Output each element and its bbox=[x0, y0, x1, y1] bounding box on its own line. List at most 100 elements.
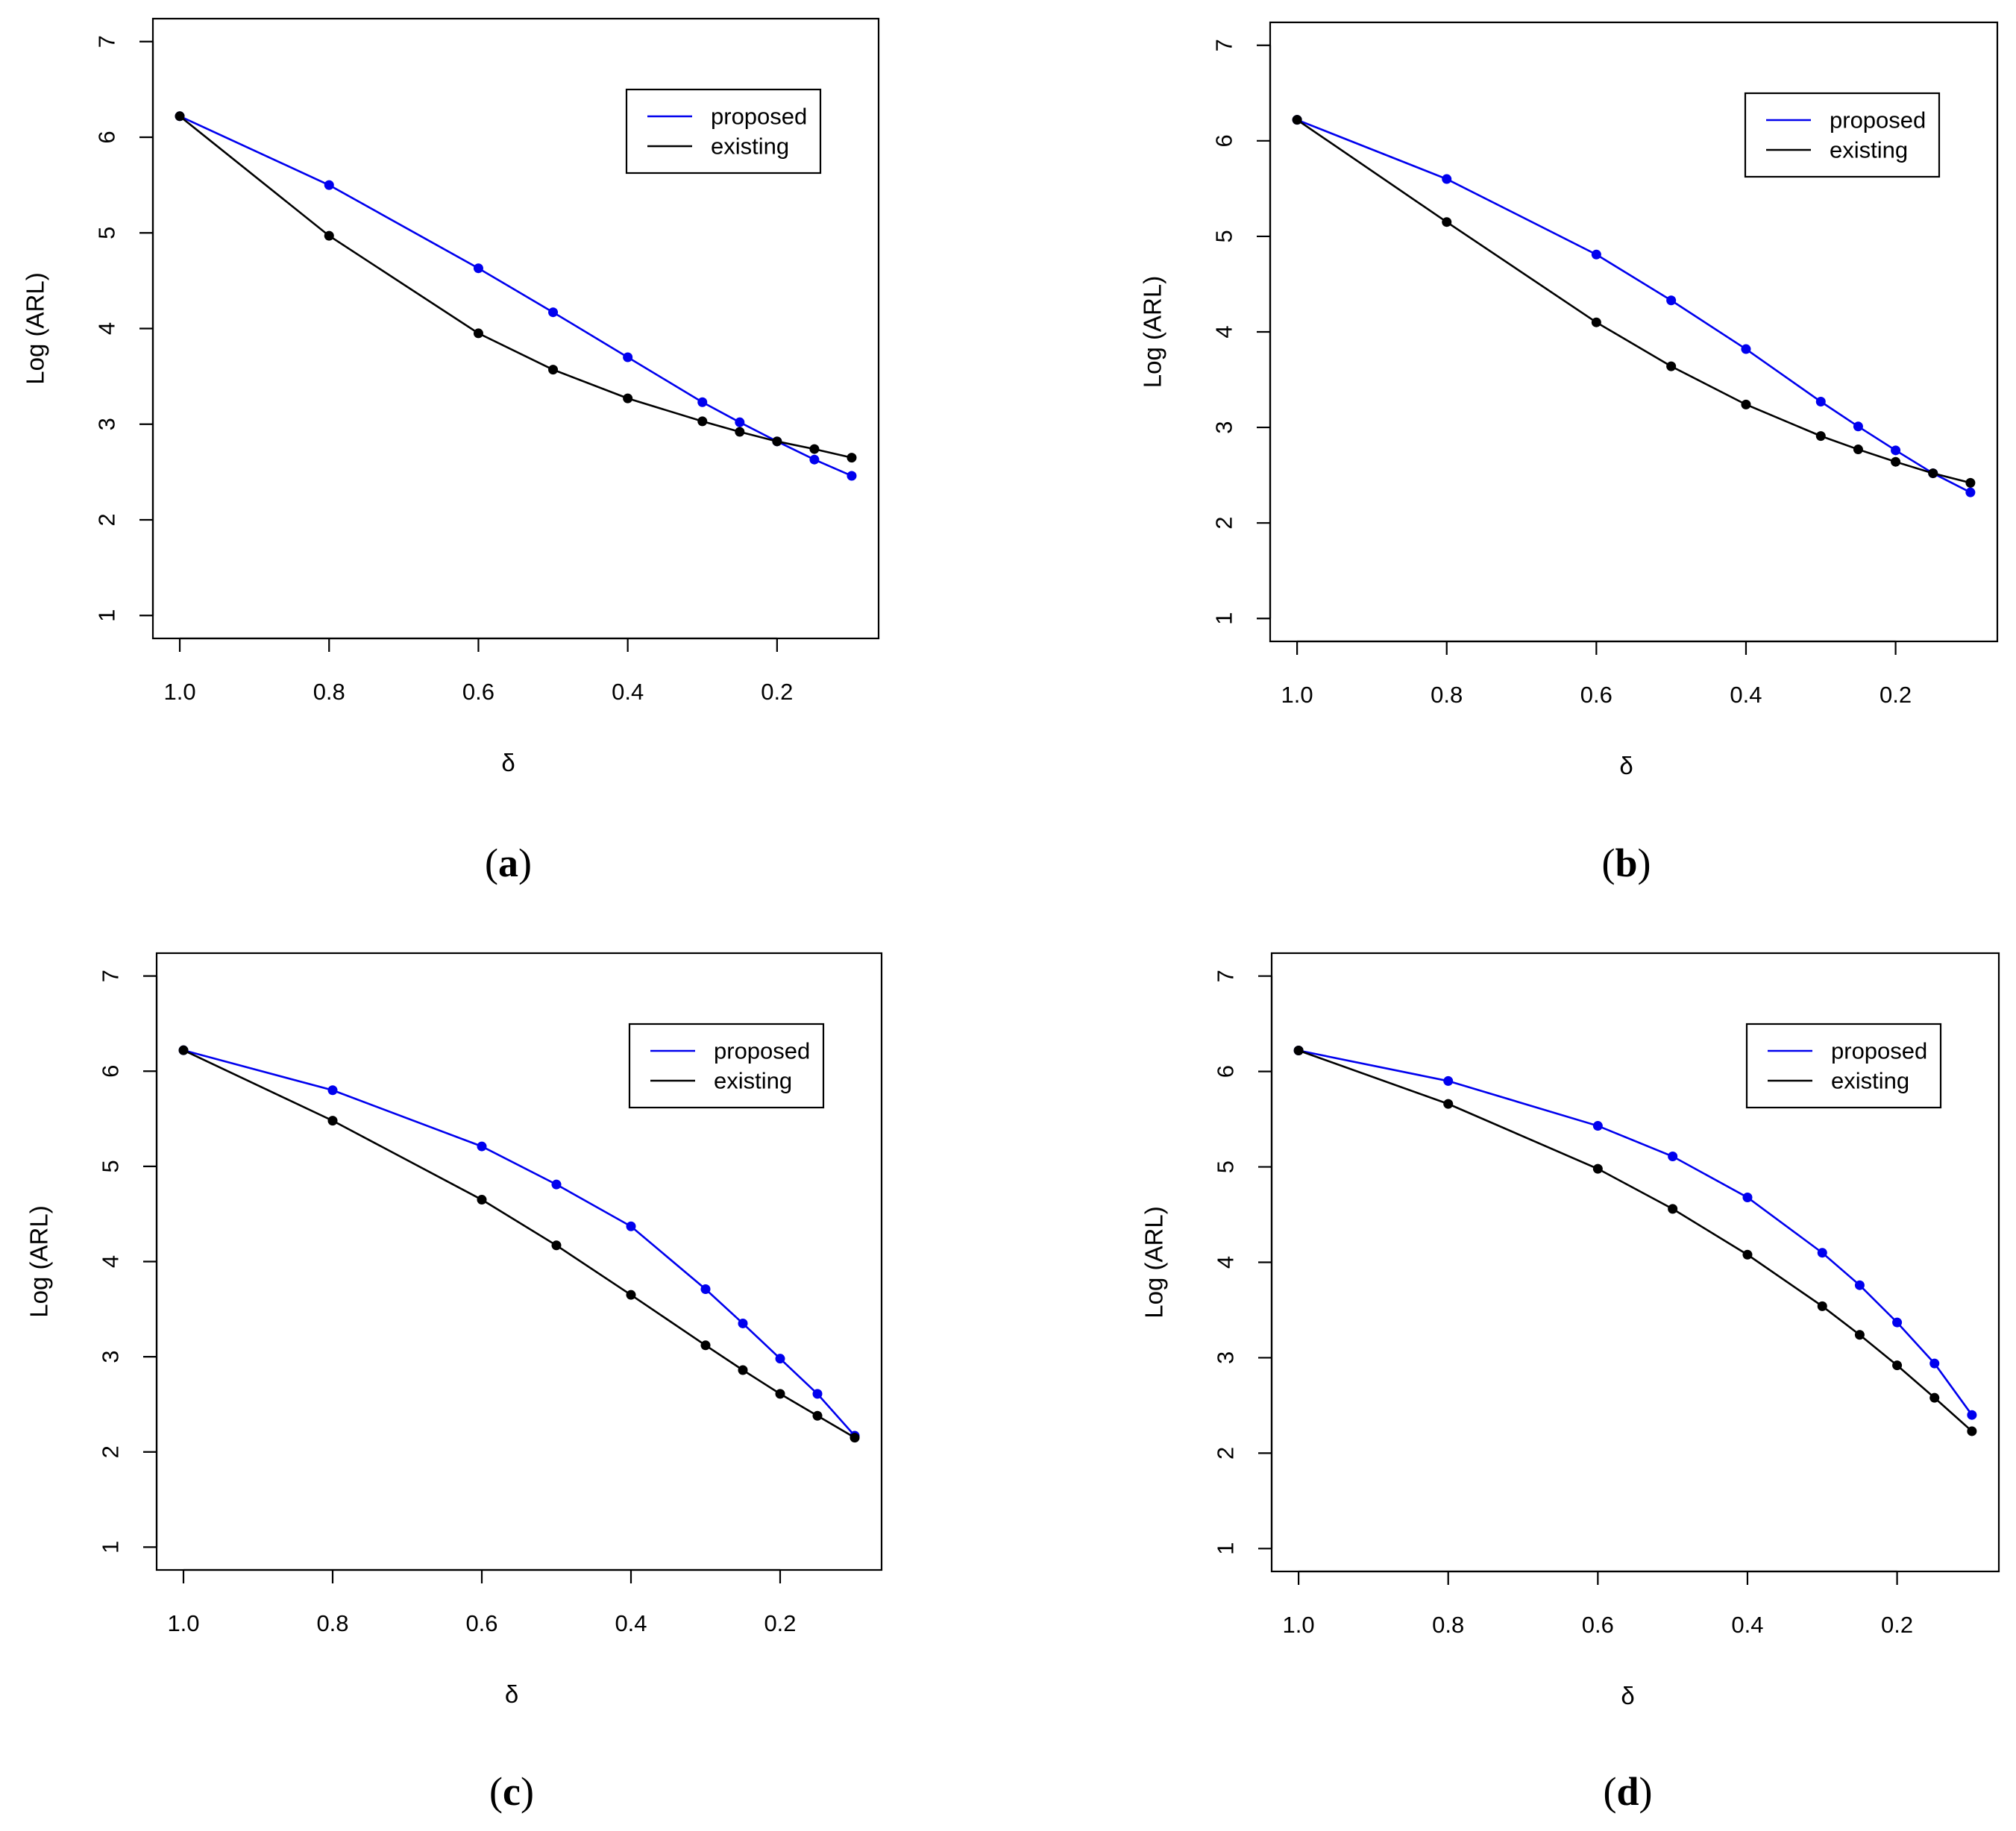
data-point-existing bbox=[1442, 217, 1452, 227]
legend-box bbox=[625, 88, 822, 175]
x-axis: 1.0 0.8 0.6 0.4 0.2 bbox=[1281, 640, 1912, 708]
data-point-proposed bbox=[1592, 1121, 1603, 1131]
y-axis: 1 2 3 4 5 6 7 bbox=[1211, 39, 1272, 625]
data-point-proposed bbox=[1741, 344, 1751, 354]
data-point-existing bbox=[775, 1389, 785, 1399]
y-axis-title: Log (ARL) bbox=[22, 272, 49, 384]
data-point-proposed bbox=[1442, 174, 1452, 184]
legend-label-proposed: proposed bbox=[1830, 107, 1926, 134]
series-existing bbox=[175, 111, 857, 463]
data-point-existing bbox=[1591, 317, 1601, 327]
data-point-existing bbox=[1928, 468, 1938, 479]
data-point-existing bbox=[1742, 1249, 1753, 1260]
y-tick-label: 6 bbox=[98, 1065, 124, 1078]
chart-panel-d: 1.0 0.8 0.6 0.4 0.2 δ 1 2 3 4 5 6 7 Log (ARL) proposed… bbox=[1140, 952, 2000, 1814]
data-point-proposed bbox=[1853, 421, 1863, 432]
x-axis-title: δ bbox=[505, 1680, 518, 1708]
legend: proposed existing bbox=[625, 88, 822, 175]
x-tick-label: 0.2 bbox=[764, 1610, 796, 1636]
y-tick-label: 6 bbox=[1213, 1065, 1239, 1078]
y-tick-label: 6 bbox=[94, 131, 120, 143]
x-tick-label: 0.2 bbox=[1881, 1612, 1913, 1638]
data-point-proposed bbox=[847, 471, 857, 481]
panel-label-paren: ( bbox=[1603, 1769, 1616, 1814]
panel-label-paren: ( bbox=[485, 841, 498, 885]
data-point-existing bbox=[1668, 1204, 1678, 1214]
x-tick-label: 0.4 bbox=[615, 1610, 647, 1636]
y-tick-label: 5 bbox=[1213, 1161, 1239, 1173]
legend-label-existing: existing bbox=[714, 1068, 792, 1094]
series-line-proposed bbox=[1298, 1049, 1973, 1416]
series-line-proposed bbox=[183, 1049, 855, 1436]
y-tick-label: 4 bbox=[98, 1255, 124, 1268]
y-axis-title: Log (ARL) bbox=[1140, 1206, 1168, 1318]
series-line-proposed bbox=[179, 115, 852, 477]
x-axis: 1.0 0.8 0.6 0.4 0.2 bbox=[163, 637, 793, 705]
legend-label-proposed: proposed bbox=[711, 104, 807, 130]
legend-label-proposed: proposed bbox=[1831, 1038, 1927, 1064]
x-tick-label: 0.6 bbox=[465, 1610, 497, 1636]
panel-label-paren: ) bbox=[521, 1769, 534, 1814]
x-axis: 1.0 0.8 0.6 0.4 0.2 bbox=[1283, 1570, 1913, 1638]
y-tick-label: 1 bbox=[98, 1541, 124, 1554]
y-tick-label: 5 bbox=[1211, 230, 1237, 242]
x-tick-label: 0.6 bbox=[1582, 1612, 1614, 1638]
data-point-existing bbox=[1854, 1330, 1865, 1340]
data-point-proposed bbox=[1892, 1317, 1903, 1328]
panel-label-paren: ) bbox=[1639, 1769, 1653, 1814]
y-tick-label: 5 bbox=[98, 1160, 124, 1172]
data-point-proposed bbox=[324, 180, 334, 190]
y-tick-label: 1 bbox=[1213, 1542, 1239, 1555]
data-point-existing bbox=[850, 1433, 860, 1443]
data-point-existing bbox=[1293, 1045, 1304, 1055]
legend-label-existing: existing bbox=[711, 134, 789, 160]
chart-panel-a: 1.0 0.8 0.6 0.4 0.2 δ 1 2 3 4 5 6 7 Log (ARL) proposed… bbox=[22, 17, 880, 885]
data-point-existing bbox=[1967, 1426, 1977, 1436]
data-point-existing bbox=[809, 444, 820, 454]
data-point-proposed bbox=[1929, 1358, 1940, 1369]
data-point-existing bbox=[772, 436, 782, 447]
x-tick-label: 0.8 bbox=[313, 679, 345, 705]
y-axis-title: Log (ARL) bbox=[25, 1205, 53, 1317]
x-tick-label: 0.6 bbox=[1580, 682, 1613, 708]
data-point-existing bbox=[812, 1410, 823, 1421]
data-point-proposed bbox=[1443, 1075, 1454, 1086]
legend-label-existing: existing bbox=[1830, 137, 1908, 163]
y-tick-label: 5 bbox=[94, 227, 120, 239]
data-point-existing bbox=[738, 1365, 748, 1375]
data-point-proposed bbox=[1815, 397, 1826, 407]
y-tick-label: 7 bbox=[98, 970, 124, 982]
series-existing bbox=[1292, 115, 1976, 488]
data-point-proposed bbox=[1591, 249, 1601, 260]
y-axis: 1 2 3 4 5 6 7 bbox=[1213, 970, 1273, 1555]
data-point-existing bbox=[1891, 456, 1901, 467]
legend-box bbox=[1745, 1023, 1942, 1109]
data-point-proposed bbox=[1817, 1248, 1827, 1258]
data-point-existing bbox=[178, 1045, 189, 1055]
data-point-existing bbox=[1929, 1392, 1940, 1403]
data-point-existing bbox=[1815, 431, 1826, 442]
data-point-proposed bbox=[1666, 295, 1677, 306]
data-point-existing bbox=[477, 1195, 487, 1205]
y-tick-label: 4 bbox=[1213, 1256, 1239, 1269]
panel-label-letter: b bbox=[1615, 841, 1637, 885]
data-point-proposed bbox=[548, 307, 559, 318]
series-line-proposed bbox=[1296, 119, 1971, 494]
legend-label-proposed: proposed bbox=[714, 1038, 810, 1064]
y-tick-label: 1 bbox=[94, 609, 120, 622]
y-tick-label: 7 bbox=[94, 35, 120, 48]
data-point-existing bbox=[1292, 115, 1302, 125]
x-tick-label: 0.8 bbox=[1432, 1612, 1464, 1638]
data-point-proposed bbox=[735, 417, 745, 427]
data-point-existing bbox=[735, 427, 745, 437]
y-axis: 1 2 3 4 5 6 7 bbox=[94, 35, 154, 622]
x-axis: 1.0 0.8 0.6 0.4 0.2 bbox=[167, 1568, 797, 1636]
panel-label: (c) bbox=[489, 1769, 534, 1814]
y-tick-label: 1 bbox=[1211, 612, 1237, 625]
legend-box bbox=[628, 1023, 825, 1109]
y-tick-label: 3 bbox=[1211, 421, 1237, 433]
panel-label: (a) bbox=[485, 841, 532, 885]
data-point-proposed bbox=[551, 1179, 562, 1190]
x-tick-label: 0.4 bbox=[612, 679, 644, 705]
legend: proposed existing bbox=[1744, 92, 1941, 178]
